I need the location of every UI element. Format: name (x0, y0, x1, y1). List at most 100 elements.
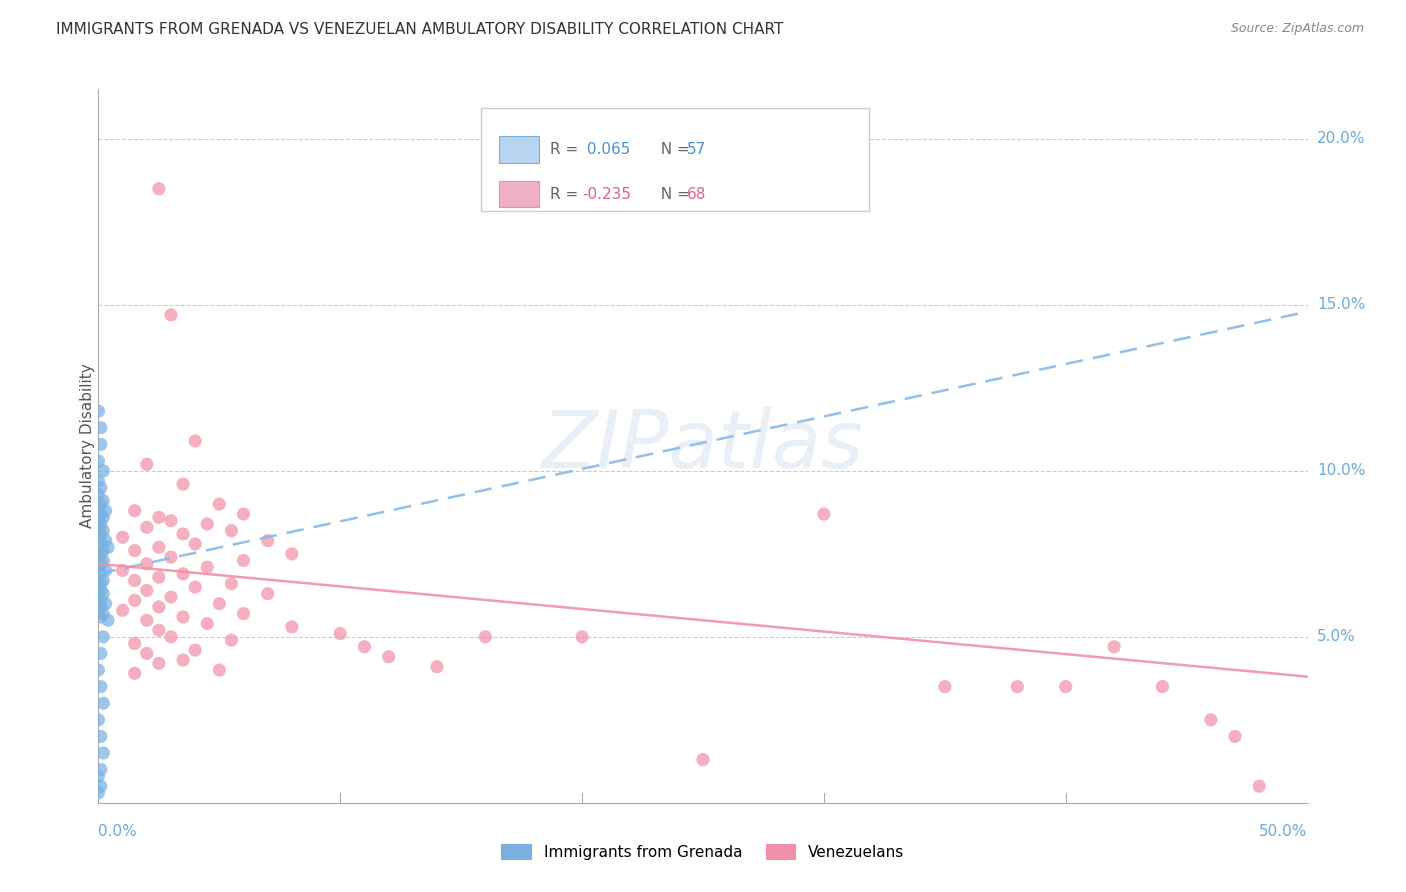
Point (281, 547, 304, 561)
Point (87, 713, 110, 727)
Point (208, 597, 231, 611)
Point (474, 630, 496, 644)
Point (87, 550, 110, 565)
Point (87, 560, 110, 574)
Text: 20.0%: 20.0% (1317, 131, 1365, 146)
Point (91, 574, 114, 588)
Point (97, 613, 120, 627)
Y-axis label: Ambulatory Disability: Ambulatory Disability (80, 364, 94, 528)
Point (148, 570, 170, 584)
Point (208, 663, 231, 677)
Point (94, 533, 117, 548)
Point (221, 633, 243, 648)
Point (135, 647, 157, 661)
Point (172, 653, 194, 667)
Point (87, 580, 110, 594)
Point (111, 603, 134, 617)
Point (1152, 680, 1174, 694)
Point (232, 607, 254, 621)
Point (91, 587, 114, 601)
Text: 0.0%: 0.0% (98, 824, 138, 839)
Point (124, 504, 146, 518)
Point (135, 520, 157, 534)
Point (91, 543, 114, 558)
Point (135, 557, 157, 571)
Point (87, 520, 110, 534)
Text: 50.0%: 50.0% (1260, 824, 1308, 839)
Point (111, 530, 134, 544)
Point (160, 514, 183, 528)
Point (91, 746, 114, 760)
Point (172, 477, 194, 491)
Point (135, 583, 157, 598)
Text: N =: N = (651, 143, 695, 157)
Point (208, 497, 231, 511)
Point (97, 540, 120, 554)
Point (195, 516, 218, 531)
Point (124, 543, 146, 558)
Point (426, 659, 449, 673)
Point (90, 599, 112, 614)
Point (90, 421, 112, 435)
Point (160, 550, 183, 565)
Point (90, 557, 112, 571)
Point (87, 786, 110, 800)
Point (90, 583, 112, 598)
Point (90, 779, 112, 793)
Point (87, 500, 110, 515)
Point (94, 504, 117, 518)
Point (90, 507, 112, 521)
Point (172, 527, 194, 541)
Point (148, 540, 170, 554)
Point (329, 626, 352, 640)
Point (184, 434, 207, 448)
Point (90, 537, 112, 551)
Point (87, 474, 110, 488)
Point (571, 630, 593, 644)
Point (195, 560, 218, 574)
Point (353, 640, 375, 654)
Point (124, 574, 146, 588)
Point (124, 636, 146, 650)
Point (90, 610, 112, 624)
Point (160, 590, 183, 604)
Point (90, 566, 112, 581)
Text: 10.0%: 10.0% (1317, 463, 1365, 478)
Point (692, 753, 714, 767)
Text: 57: 57 (686, 143, 706, 157)
Point (94, 597, 117, 611)
Point (813, 507, 835, 521)
Point (87, 487, 110, 501)
Point (221, 524, 243, 538)
Point (172, 610, 194, 624)
Text: 15.0%: 15.0% (1317, 297, 1365, 312)
Point (90, 437, 112, 451)
Text: -0.235: -0.235 (582, 186, 631, 202)
Point (90, 647, 112, 661)
Point (124, 666, 146, 681)
Point (195, 616, 218, 631)
Point (256, 587, 278, 601)
Text: IMMIGRANTS FROM GRENADA VS VENEZUELAN AMBULATORY DISABILITY CORRELATION CHART: IMMIGRANTS FROM GRENADA VS VENEZUELAN AM… (56, 22, 783, 37)
Point (91, 464, 114, 478)
Point (91, 524, 114, 538)
Point (87, 603, 110, 617)
Point (90, 547, 112, 561)
Point (184, 580, 207, 594)
Point (281, 620, 304, 634)
Point (90, 527, 112, 541)
Point (91, 696, 114, 710)
Point (160, 630, 183, 644)
Point (1054, 680, 1077, 694)
Point (90, 763, 112, 777)
Point (87, 590, 110, 604)
Legend: Immigrants from Grenada, Venezuelans: Immigrants from Grenada, Venezuelans (495, 838, 911, 866)
Point (1223, 730, 1246, 744)
Point (148, 599, 170, 614)
Point (94, 564, 117, 578)
Point (111, 564, 134, 578)
Point (90, 481, 112, 495)
Text: ZIPatlas: ZIPatlas (541, 407, 865, 485)
Point (221, 576, 243, 591)
Point (90, 593, 112, 607)
